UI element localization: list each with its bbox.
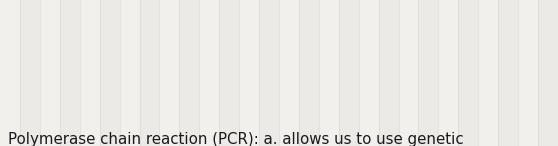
Bar	[80, 0, 100, 146]
Bar	[398, 0, 418, 146]
Bar	[339, 0, 359, 146]
Bar	[0, 0, 20, 146]
Bar	[319, 0, 339, 146]
Bar	[259, 0, 279, 146]
Bar	[119, 0, 140, 146]
Bar	[20, 0, 40, 146]
Bar	[379, 0, 398, 146]
Bar	[199, 0, 219, 146]
Bar	[478, 0, 498, 146]
Bar	[239, 0, 259, 146]
Bar	[160, 0, 179, 146]
Text: Polymerase chain reaction (PCR): a. allows us to use genetic
methods to explore : Polymerase chain reaction (PCR): a. allo…	[8, 132, 504, 146]
Bar	[538, 0, 558, 146]
Bar	[279, 0, 299, 146]
Bar	[439, 0, 458, 146]
Bar	[219, 0, 239, 146]
Bar	[518, 0, 538, 146]
Bar	[140, 0, 160, 146]
Bar	[359, 0, 379, 146]
Bar	[418, 0, 439, 146]
Bar	[100, 0, 119, 146]
Bar	[60, 0, 80, 146]
Bar	[498, 0, 518, 146]
Bar	[299, 0, 319, 146]
Bar	[179, 0, 199, 146]
Bar	[458, 0, 478, 146]
Bar	[40, 0, 60, 146]
